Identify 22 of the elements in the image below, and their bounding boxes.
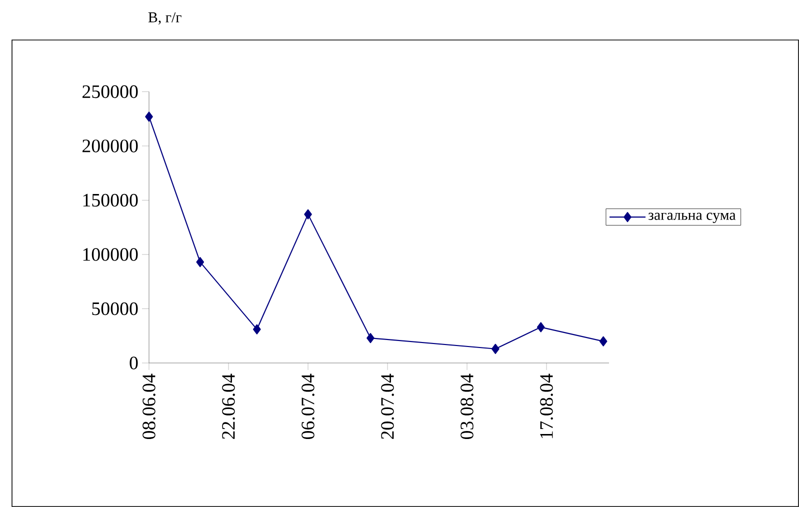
y-tick-label: 150000	[83, 194, 138, 207]
x-tick-label: 06.07.04	[302, 374, 314, 440]
y-axis-title: В, г/г	[148, 12, 182, 25]
point	[599, 336, 608, 346]
x-tick-label: 03.08.04	[460, 374, 474, 440]
y-tick-label: 0	[130, 356, 138, 370]
legend-label: загальна сума	[648, 212, 736, 224]
point	[145, 112, 153, 122]
x-tick-label: 22.06.04	[222, 374, 235, 439]
y-tick-label: 200000	[82, 140, 138, 152]
x-tick-label: 20.07.04	[381, 374, 394, 439]
point	[196, 257, 204, 268]
point	[536, 322, 545, 332]
x-tick-label: 17.08.04	[540, 374, 553, 438]
x-tick-label: 08.06.04	[142, 374, 156, 440]
point	[252, 324, 261, 334]
point	[304, 209, 312, 220]
y-tick-label: 100000	[83, 248, 138, 261]
y-tick-label: 250000	[82, 85, 138, 98]
point	[366, 332, 374, 344]
point	[492, 344, 500, 354]
y-tick-label: 50000	[92, 302, 138, 316]
